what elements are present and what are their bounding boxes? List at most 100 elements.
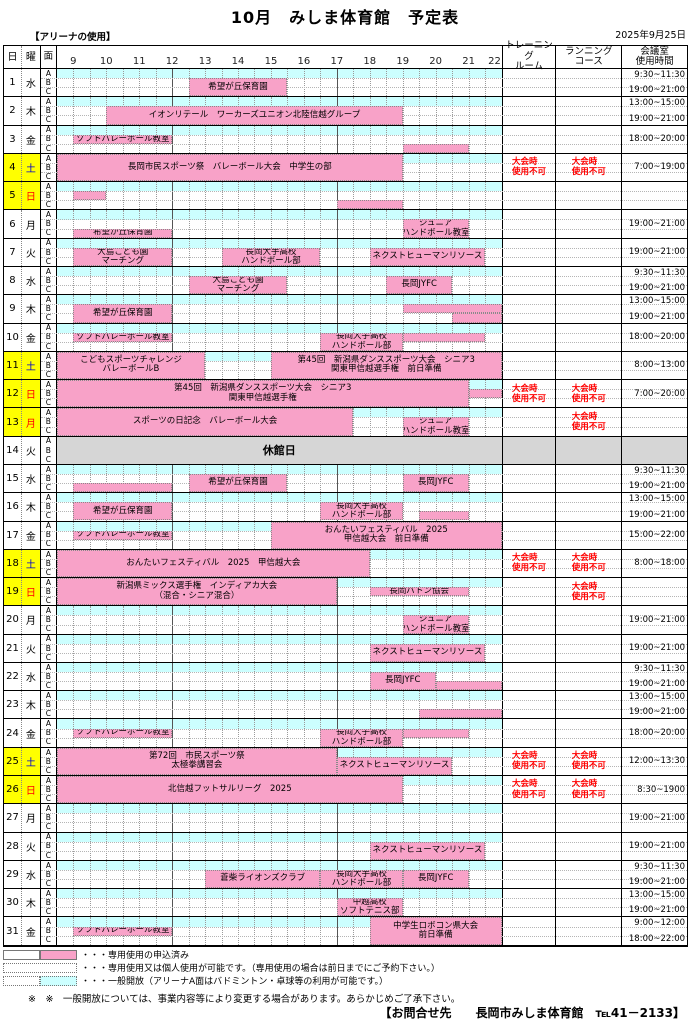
court-label-A: A xyxy=(45,832,51,842)
court-label-C: C xyxy=(45,935,51,945)
grid-line xyxy=(468,125,470,153)
meeting-room-cell: 13:00~15:00 19:00~21:00 xyxy=(622,889,687,916)
grid-line xyxy=(155,832,157,860)
grid-line xyxy=(452,493,454,521)
event-block: 長岡JYFC xyxy=(402,474,469,493)
grid-line xyxy=(435,69,437,97)
event-block: 中学生ロボコン県大会 前日準備 xyxy=(369,917,502,945)
training-room-cell xyxy=(503,238,557,266)
grid-line xyxy=(172,464,174,493)
grid-line xyxy=(205,238,207,266)
grid-line xyxy=(468,69,470,97)
meeting-time-bottom: 19:00~21:00 xyxy=(628,113,686,124)
court-label-C: C xyxy=(45,313,51,323)
grid-line xyxy=(419,125,421,153)
court-label-C: C xyxy=(45,765,51,775)
grid-line xyxy=(188,295,190,323)
grid-line xyxy=(468,606,470,634)
weekday-cell: 木 xyxy=(22,493,41,521)
grid-line xyxy=(205,210,207,238)
court-label-C: C xyxy=(45,794,51,804)
day-row-8: 8 水 A B C 大島こども園 マーチング 長岡JYFC 9:30~11:30 19:00~21… xyxy=(4,266,687,296)
grid-line xyxy=(485,69,487,97)
grid-line xyxy=(205,832,207,860)
event-block: ジュニア ハンドボール教室 xyxy=(402,615,469,634)
running-unavailable: 大会時 使用不可 xyxy=(571,411,606,433)
legend-swatch-reserved xyxy=(40,949,77,960)
grid-line xyxy=(336,691,338,719)
day-number-cell: 9 xyxy=(4,295,22,323)
event-block: イオンリテール ワーカーズユニオン北陸信越グループ xyxy=(106,106,403,125)
grid-line xyxy=(452,182,454,210)
grid-line xyxy=(89,634,91,662)
event-block: ジュニア ハンドボール教室 xyxy=(402,219,469,238)
weekday-cell: 土 xyxy=(21,351,41,380)
grid-line xyxy=(188,917,190,945)
legend-swatch-open xyxy=(40,975,77,986)
weekday-cell: 木 xyxy=(22,97,41,125)
grid-line xyxy=(485,606,487,634)
grid-line xyxy=(221,606,223,634)
grid-line xyxy=(287,295,289,323)
grid-line xyxy=(254,719,256,747)
training-room-cell xyxy=(503,125,557,153)
day-number-cell: 11 xyxy=(4,351,22,380)
grid-line xyxy=(155,634,157,662)
event-block: 新潟県ミックス選手権 インディアカ大会 （混合・シニア混合） xyxy=(56,578,337,606)
grid-line xyxy=(419,153,421,182)
meeting-time-top: 9:30~11:30 xyxy=(634,267,686,278)
court-label-B: B xyxy=(45,473,51,483)
running-unavailable: 大会時 使用不可 xyxy=(571,581,606,602)
open-use-segment xyxy=(56,691,502,701)
event-block xyxy=(419,709,502,719)
grid-line xyxy=(386,408,388,436)
event-block xyxy=(419,511,469,521)
meeting-time: 19:00~21:00 xyxy=(628,841,686,852)
grid-line xyxy=(468,493,470,521)
grid-line xyxy=(402,691,404,719)
grid-line xyxy=(320,832,322,860)
grid-line xyxy=(419,776,421,804)
grid-line xyxy=(221,634,223,662)
grid-line xyxy=(73,97,75,125)
day-number-cell: 20 xyxy=(4,606,22,634)
grid-line xyxy=(353,578,355,606)
grid-line xyxy=(435,97,437,125)
court-label-A: A xyxy=(45,917,51,927)
event-block xyxy=(452,313,502,323)
grid-line xyxy=(238,210,240,238)
day-row-10: 10 金 A B C ソフトバレーボール教室 長岡大手高校 ハンドボール部 18:00~20:0… xyxy=(4,323,687,352)
training-unavailable: 大会時 使用不可 xyxy=(511,553,546,574)
grid-line xyxy=(485,719,487,747)
court-label-C: C xyxy=(45,171,51,181)
meeting-time: 19:00~21:00 xyxy=(628,247,686,258)
event-block: 長岡大手高校 ハンドボール部 xyxy=(221,247,321,266)
day-row-17: 17 金 A B C ソフトバレーボール教室 おんたいフェスティバル 2025 甲信越大会 前… xyxy=(4,521,687,550)
grid-line xyxy=(468,804,470,832)
grid-line xyxy=(435,493,437,521)
grid-line xyxy=(139,266,141,295)
grid-line xyxy=(452,153,454,182)
grid-line xyxy=(336,606,338,634)
grid-line xyxy=(221,719,223,747)
grid-line xyxy=(468,464,470,493)
grid-line xyxy=(270,182,272,210)
day-number-cell: 15 xyxy=(4,464,22,493)
grid-line xyxy=(188,606,190,634)
training-room-cell: 大会時 使用不可 xyxy=(503,776,557,804)
grid-line xyxy=(435,549,437,578)
grid-line xyxy=(172,889,174,917)
grid-line xyxy=(155,804,157,832)
grid-line xyxy=(419,97,421,125)
event-block: 長岡大手高校 ハンドボール部 xyxy=(320,502,403,521)
weekday-cell: 水 xyxy=(22,860,41,889)
grid-line xyxy=(303,606,305,634)
grid-line xyxy=(254,351,256,380)
day-row-30: 30 木 A B C 中越高校 ソフトテニス部 13:00~15:00 19:00~21:00 xyxy=(4,889,687,918)
event-block: おんたいフェスティバル 2025 甲信越大会 xyxy=(56,549,370,578)
open-use-segment xyxy=(56,860,502,870)
court-label-C: C xyxy=(45,143,51,153)
